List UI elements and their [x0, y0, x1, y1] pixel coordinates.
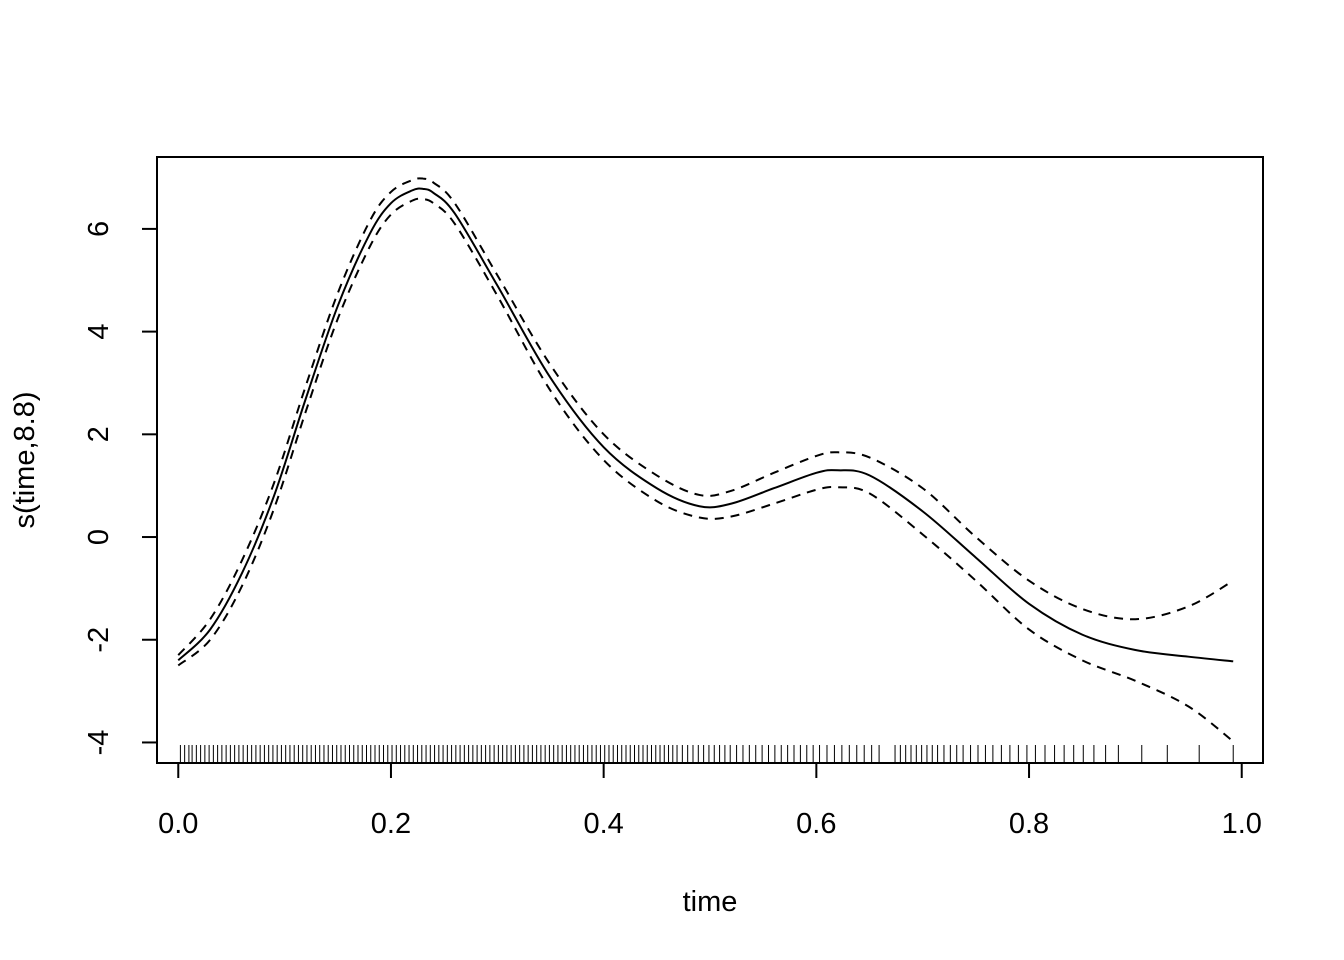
y-tick-label: 6 — [83, 221, 115, 237]
y-tick-label: 0 — [83, 529, 115, 545]
y-tick-label: -4 — [83, 730, 115, 756]
x-tick-label: 0.8 — [1009, 808, 1049, 840]
confidence-band-line — [177, 177, 1234, 656]
rug-marks — [179, 745, 1234, 763]
x-axis: 0.0 0.2 0.4 0.6 0.8 1.0 — [158, 762, 1262, 840]
plot-frame — [156, 156, 1264, 764]
confidence-band-line — [177, 197, 1234, 743]
x-tick-label: 0.6 — [796, 808, 836, 840]
y-axis: -4 -2 0 2 4 6 — [83, 221, 158, 756]
x-tick-label: 1.0 — [1222, 808, 1262, 840]
x-tick-label: 0.2 — [371, 808, 411, 840]
smooth-curves — [177, 177, 1234, 743]
y-axis-title: s(time,8.8) — [9, 392, 41, 529]
y-tick-label: -2 — [83, 627, 115, 653]
x-tick-label: 0.4 — [583, 808, 623, 840]
y-tick-label: 4 — [83, 324, 115, 340]
x-tick-label: 0.0 — [158, 808, 198, 840]
estimate-line — [177, 187, 1234, 663]
y-tick-label: 2 — [83, 426, 115, 442]
x-axis-title: time — [683, 886, 738, 918]
